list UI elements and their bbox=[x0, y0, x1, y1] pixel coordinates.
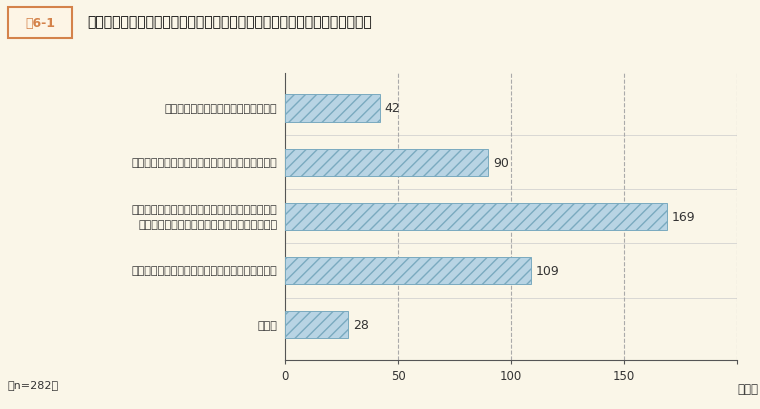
Text: 図6-1: 図6-1 bbox=[25, 17, 55, 30]
Text: 相談等しても解決にはつながらないと感じている: 相談等しても解決にはつながらないと感じている bbox=[131, 158, 277, 168]
Text: 職場内に相談しやすい上司等がいない: 職場内に相談しやすい上司等がいない bbox=[165, 104, 277, 114]
Text: 109: 109 bbox=[536, 264, 559, 277]
Bar bbox=[285, 257, 531, 284]
Text: （n=282）: （n=282） bbox=[8, 380, 59, 389]
Text: 同僚が違反行為をしていなかった場合に、本人や: 同僚が違反行為をしていなかった場合に、本人や bbox=[131, 204, 277, 214]
Text: 90: 90 bbox=[493, 156, 509, 169]
Bar bbox=[285, 311, 348, 338]
Text: 職場の他の職員に迷惑がかかるおそれがある: 職場の他の職員に迷惑がかかるおそれがある bbox=[138, 219, 277, 229]
Bar bbox=[285, 203, 667, 230]
Text: （人）: （人） bbox=[737, 382, 758, 396]
Text: 自分自身が不利益な取扱いを受けるおそれがある: 自分自身が不利益な取扱いを受けるおそれがある bbox=[131, 266, 277, 276]
Text: 169: 169 bbox=[672, 210, 695, 223]
Text: 28: 28 bbox=[353, 318, 369, 331]
Bar bbox=[285, 95, 380, 122]
Bar bbox=[285, 149, 489, 176]
Text: その他: その他 bbox=[258, 320, 277, 330]
Text: 42: 42 bbox=[385, 102, 401, 115]
Text: 「上司など職場の他の職員に相談する」を選択しなかった理由（複数回答）: 「上司など職場の他の職員に相談する」を選択しなかった理由（複数回答） bbox=[87, 16, 372, 29]
